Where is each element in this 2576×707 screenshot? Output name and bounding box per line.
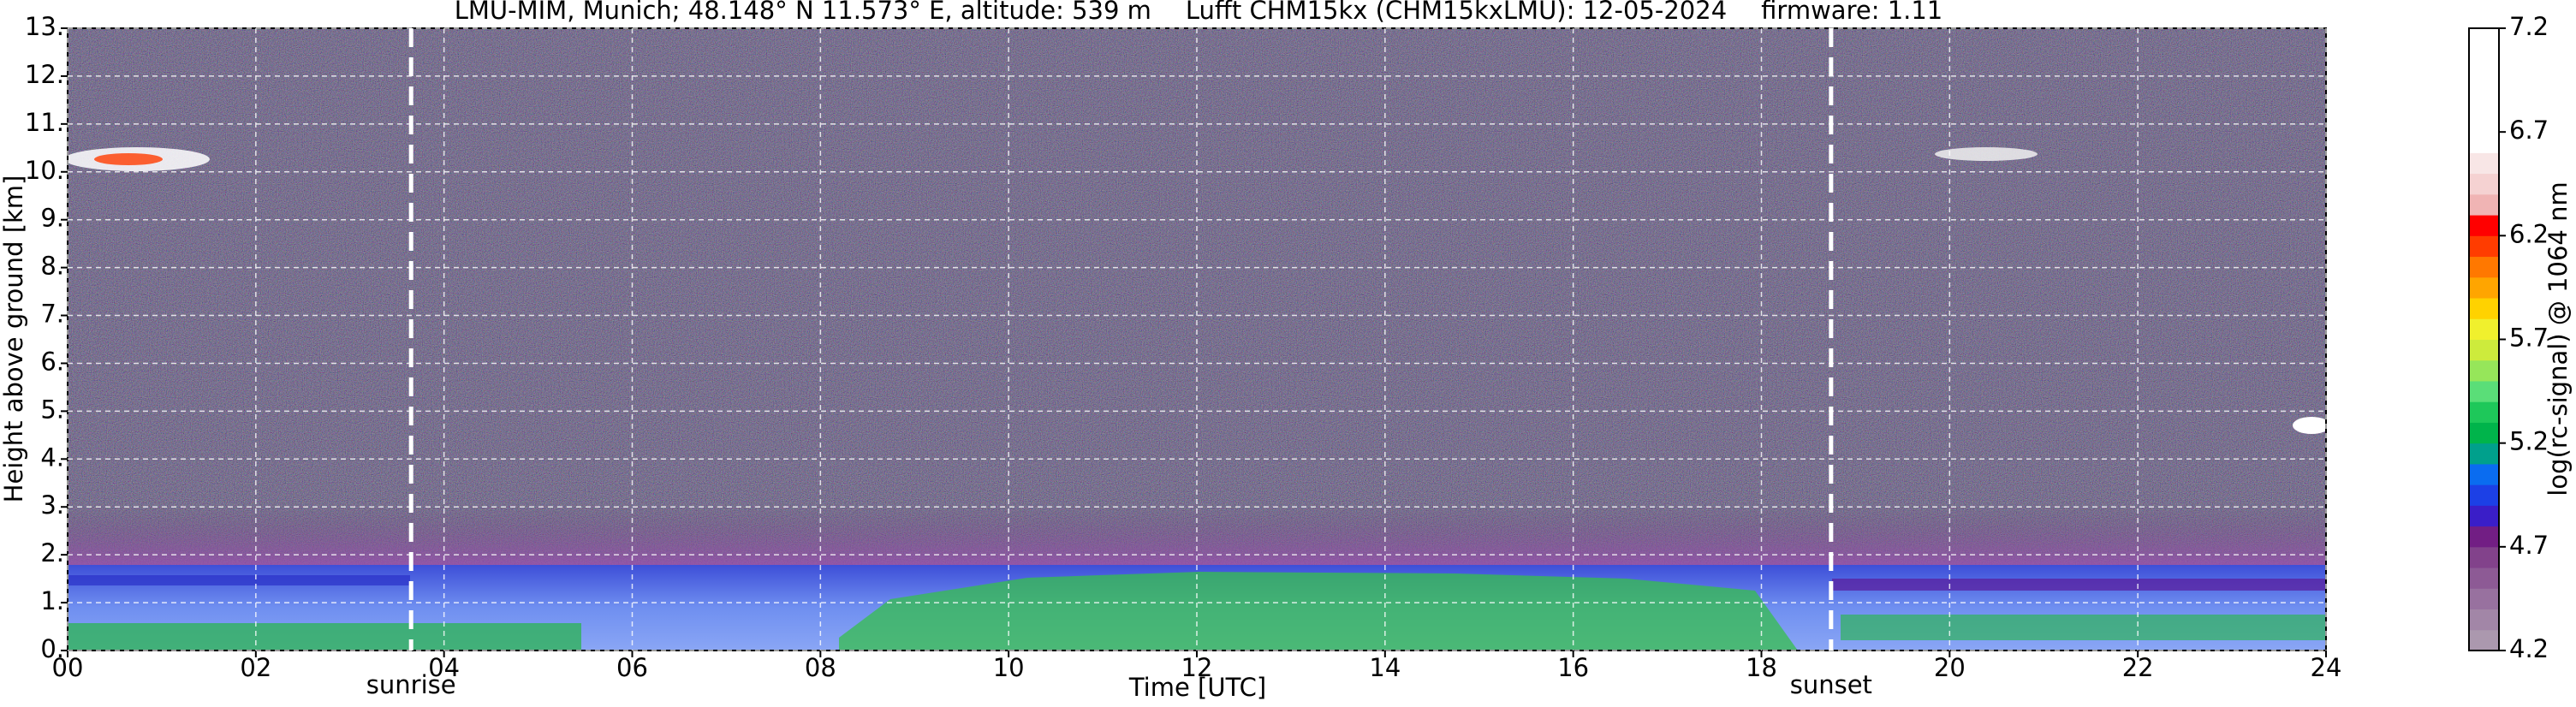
colorbar-segment (2469, 276, 2499, 299)
x-tick-label: 12 (1181, 653, 1213, 682)
y-tick-label: 9. (40, 204, 64, 233)
x-tick-label: 20 (1934, 653, 1966, 682)
x-tick-label: 14 (1369, 653, 1401, 682)
colorbar-segment (2469, 69, 2499, 92)
x-tick-label: 24 (2311, 653, 2342, 682)
y-tick-label: 8. (40, 252, 64, 281)
colorbar-segment (2469, 588, 2499, 610)
colorbar-segment (2469, 256, 2499, 278)
colorbar-segment (2469, 422, 2499, 444)
colorbar-segment (2469, 609, 2499, 631)
x-tick-label: 06 (616, 653, 648, 682)
x-tick-label: 08 (805, 653, 836, 682)
y-tick-label: 5. (40, 395, 64, 424)
colorbar-segment (2469, 90, 2499, 112)
y-tick-label: 12. (25, 60, 64, 89)
colorbar-segment (2469, 235, 2499, 258)
y-tick-label: 6. (40, 347, 64, 376)
colorbar-segment (2469, 546, 2499, 568)
colorbar-segment (2469, 152, 2499, 175)
colorbar-segment (2469, 28, 2499, 50)
colorbar-segment (2469, 380, 2499, 402)
colorbar-segment (2469, 339, 2499, 361)
colorbar-segment (2469, 132, 2499, 153)
colorbar-segment (2469, 49, 2499, 70)
colorbar-tick-label: 6.2 (2509, 219, 2549, 248)
x-tick-label: 02 (240, 653, 271, 682)
chart-title: LMU-MIM, Munich; 48.148° N 11.573° E, al… (455, 0, 1943, 25)
colorbar-segment (2469, 629, 2499, 651)
x-tick-label: 04 (428, 653, 460, 682)
y-tick-label: 2. (40, 538, 64, 567)
colorbar-segment (2469, 298, 2499, 319)
colorbar-tick-label: 6.7 (2509, 116, 2549, 145)
x-axis-label: Time [UTC] (1128, 673, 1266, 702)
y-axis-label: Height above ground [km] (0, 175, 28, 503)
colorbar-segment (2469, 359, 2499, 382)
x-tick-label: 00 (52, 653, 84, 682)
x-tick-label: 22 (2122, 653, 2154, 682)
colorbar-segment (2469, 526, 2499, 548)
colorbar-tick-label: 5.2 (2509, 427, 2549, 456)
colorbar-segment (2469, 484, 2499, 506)
y-tick-label: 10. (25, 156, 64, 185)
x-tick-label: 18 (1746, 653, 1777, 682)
colorbar-tick-label: 4.2 (2509, 634, 2549, 663)
y-tick-label: 3. (40, 490, 64, 520)
y-tick-label: 7. (40, 300, 64, 329)
colorbar-segment (2469, 463, 2499, 485)
colorbar-segment (2469, 215, 2499, 236)
colorbar-segment (2469, 401, 2499, 423)
colorbar-label: log(rc-signal) @ 1064 nm (2543, 181, 2573, 496)
colorbar-tick-label: 7.2 (2509, 12, 2549, 41)
y-tick-label: 11. (25, 108, 64, 137)
x-tick-label: 10 (993, 653, 1025, 682)
colorbar-segment (2469, 193, 2499, 216)
colorbar-segment (2469, 318, 2499, 340)
colorbar-segment (2469, 505, 2499, 527)
colorbar-tick-label: 5.7 (2509, 324, 2549, 353)
x-tick-label: 16 (1557, 653, 1589, 682)
colorbar-segment (2469, 173, 2499, 195)
event-label: sunset (1790, 670, 1872, 699)
y-tick-label: 1. (40, 586, 64, 615)
event-label: sunrise (366, 670, 456, 699)
y-tick-label: 13. (25, 12, 64, 41)
colorbar-segment (2469, 567, 2499, 589)
colorbar-tick-label: 4.7 (2509, 531, 2549, 560)
colorbar-segment (2469, 443, 2499, 465)
y-tick-label: 4. (40, 443, 64, 472)
y-tick-label: 0. (40, 634, 64, 663)
colorbar-segment (2469, 110, 2499, 133)
